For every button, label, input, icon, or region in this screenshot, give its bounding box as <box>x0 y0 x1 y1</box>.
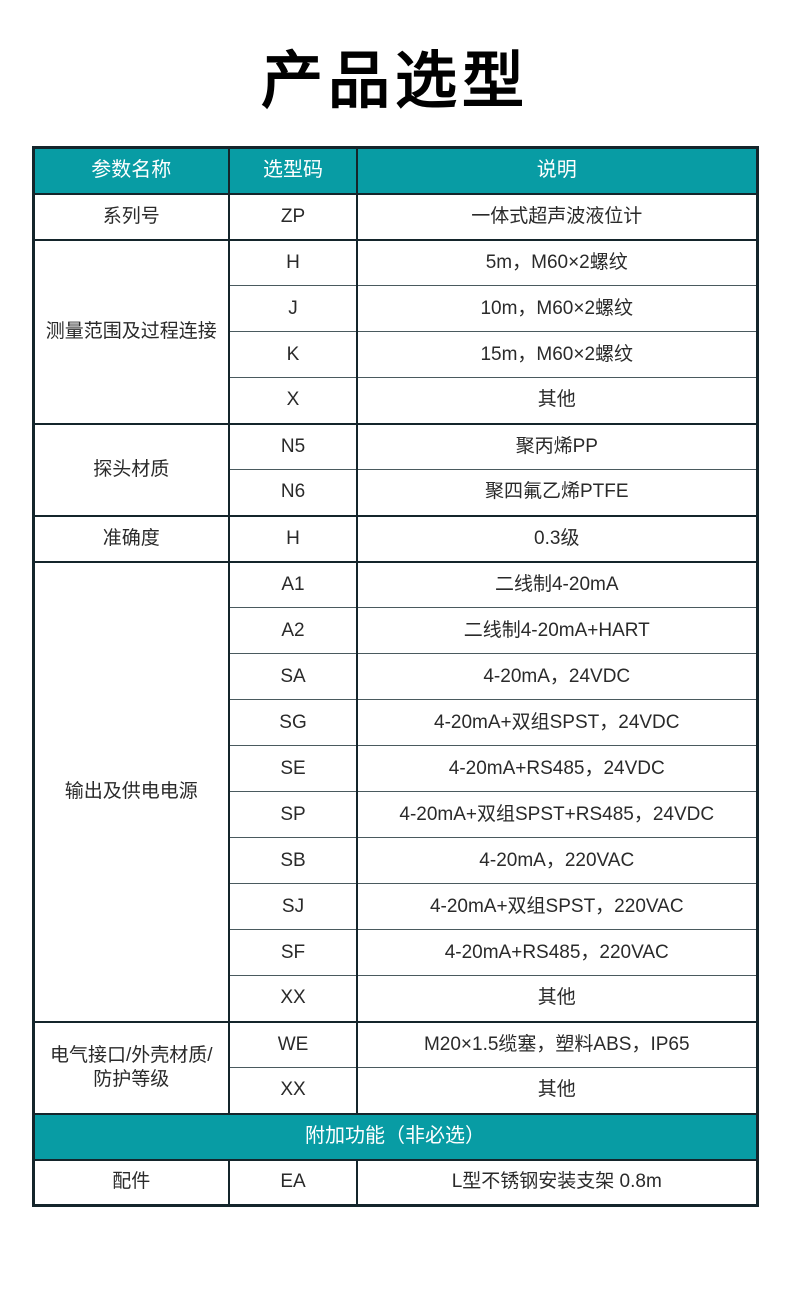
table-row: SP 4-20mA+双组SPST+RS485，24VDC <box>33 791 758 838</box>
param-name-cell: 电气接口/外壳材质/防护等级 <box>32 1020 230 1114</box>
table-header-row: 参数名称 选型码 说明 <box>32 147 758 195</box>
table-row: X 其他 <box>33 377 758 424</box>
selection-code-cell: H <box>228 514 358 562</box>
selection-code-cell: A2 <box>228 607 358 654</box>
param-name-cell: 测量范围及过程连接 <box>32 238 230 424</box>
description-cell: 4-20mA+双组SPST，24VDC <box>356 699 758 746</box>
selection-code-cell: A1 <box>228 560 358 608</box>
description-cell: 聚四氟乙烯PTFE <box>356 469 758 516</box>
description-cell: M20×1.5缆塞，塑料ABS，IP65 <box>356 1020 758 1068</box>
header-description: 说明 <box>356 147 758 195</box>
description-cell: 聚丙烯PP <box>356 422 758 470</box>
param-name-cell: 探头材质 <box>32 422 230 516</box>
selection-code-cell: J <box>228 285 358 332</box>
description-cell: 其他 <box>356 1067 758 1114</box>
table-row: SA 4-20mA，24VDC <box>33 653 758 700</box>
description-cell: 其他 <box>356 975 758 1022</box>
table-row: SF 4-20mA+RS485，220VAC <box>33 929 758 976</box>
description-cell: 5m，M60×2螺纹 <box>356 238 758 286</box>
header-selection-code: 选型码 <box>228 147 358 195</box>
table-row: 系列号 ZP 一体式超声波液位计 <box>32 192 758 240</box>
selection-code-cell: EA <box>228 1158 358 1206</box>
table-row: 输出及供电电源 A1 二线制4-20mA <box>32 560 758 1022</box>
selection-code-cell: SP <box>228 791 358 838</box>
table-row: SB 4-20mA，220VAC <box>33 837 758 884</box>
table-row: 准确度 H 0.3级 <box>32 514 758 562</box>
description-cell: 4-20mA+双组SPST+RS485，24VDC <box>356 791 758 838</box>
selection-code-cell: SG <box>228 699 358 746</box>
selection-code-cell: WE <box>228 1020 358 1068</box>
selection-code-cell: ZP <box>228 192 358 240</box>
table-row: K 15m，M60×2螺纹 <box>33 331 758 378</box>
selection-code-cell: SB <box>228 837 358 884</box>
selection-code-cell: SF <box>228 929 358 976</box>
description-cell: 15m，M60×2螺纹 <box>356 331 758 378</box>
description-cell: 4-20mA，220VAC <box>356 837 758 884</box>
description-cell: 一体式超声波液位计 <box>356 192 758 240</box>
param-name-cell: 系列号 <box>32 192 230 240</box>
selection-code-cell: XX <box>228 1067 358 1114</box>
param-name-cell: 准确度 <box>32 514 230 562</box>
description-cell: 二线制4-20mA+HART <box>356 607 758 654</box>
table-row: 探头材质 N5 聚丙烯PP <box>32 422 758 516</box>
selection-code-cell: SJ <box>228 883 358 930</box>
description-cell: 10m，M60×2螺纹 <box>356 285 758 332</box>
table-row: 测量范围及过程连接 H 5m，M60×2螺纹 <box>32 238 758 424</box>
table-row: 配件 EA L型不锈钢安装支架 0.8m <box>32 1158 758 1206</box>
selection-code-cell: N6 <box>228 469 358 516</box>
selection-code-cell: X <box>228 377 358 424</box>
param-name-cell: 配件 <box>32 1158 230 1206</box>
selection-code-cell: N5 <box>228 422 358 470</box>
selection-code-cell: SA <box>228 653 358 700</box>
selection-code-cell: SE <box>228 745 358 792</box>
table-row: N6 聚四氟乙烯PTFE <box>33 469 758 516</box>
description-cell: 0.3级 <box>356 514 758 562</box>
description-cell: 4-20mA+RS485，24VDC <box>356 745 758 792</box>
description-cell: 4-20mA，24VDC <box>356 653 758 700</box>
description-cell: 其他 <box>356 377 758 424</box>
page-title: 产品选型 <box>260 47 529 116</box>
description-cell: 二线制4-20mA <box>356 560 758 608</box>
selection-code-cell: XX <box>228 975 358 1022</box>
table-row: J 10m，M60×2螺纹 <box>33 285 758 332</box>
selection-code-cell: K <box>228 331 358 378</box>
section-banner-row: 附加功能（非必选） <box>32 1112 758 1161</box>
table-row: XX 其他 <box>33 975 758 1022</box>
table-row: SJ 4-20mA+双组SPST，220VAC <box>33 883 758 930</box>
param-name-cell: 输出及供电电源 <box>32 560 230 1022</box>
section-banner-label: 附加功能（非必选） <box>32 1112 758 1161</box>
table-row: XX 其他 <box>33 1067 758 1114</box>
description-cell: L型不锈钢安装支架 0.8m <box>356 1158 758 1206</box>
product-selection-table: 参数名称 选型码 说明 系列号 ZP 一体式超声波液位计 测量范围及过程连接 H 5m，M… <box>31 146 759 1207</box>
description-cell: 4-20mA+RS485，220VAC <box>356 929 758 976</box>
selection-code-cell: H <box>228 238 358 286</box>
table-row: 电气接口/外壳材质/防护等级 WE M20×1.5缆塞，塑料ABS，IP65 <box>32 1020 758 1114</box>
table-row: SE 4-20mA+RS485，24VDC <box>33 745 758 792</box>
description-cell: 4-20mA+双组SPST，220VAC <box>356 883 758 930</box>
header-param-name: 参数名称 <box>32 147 230 195</box>
